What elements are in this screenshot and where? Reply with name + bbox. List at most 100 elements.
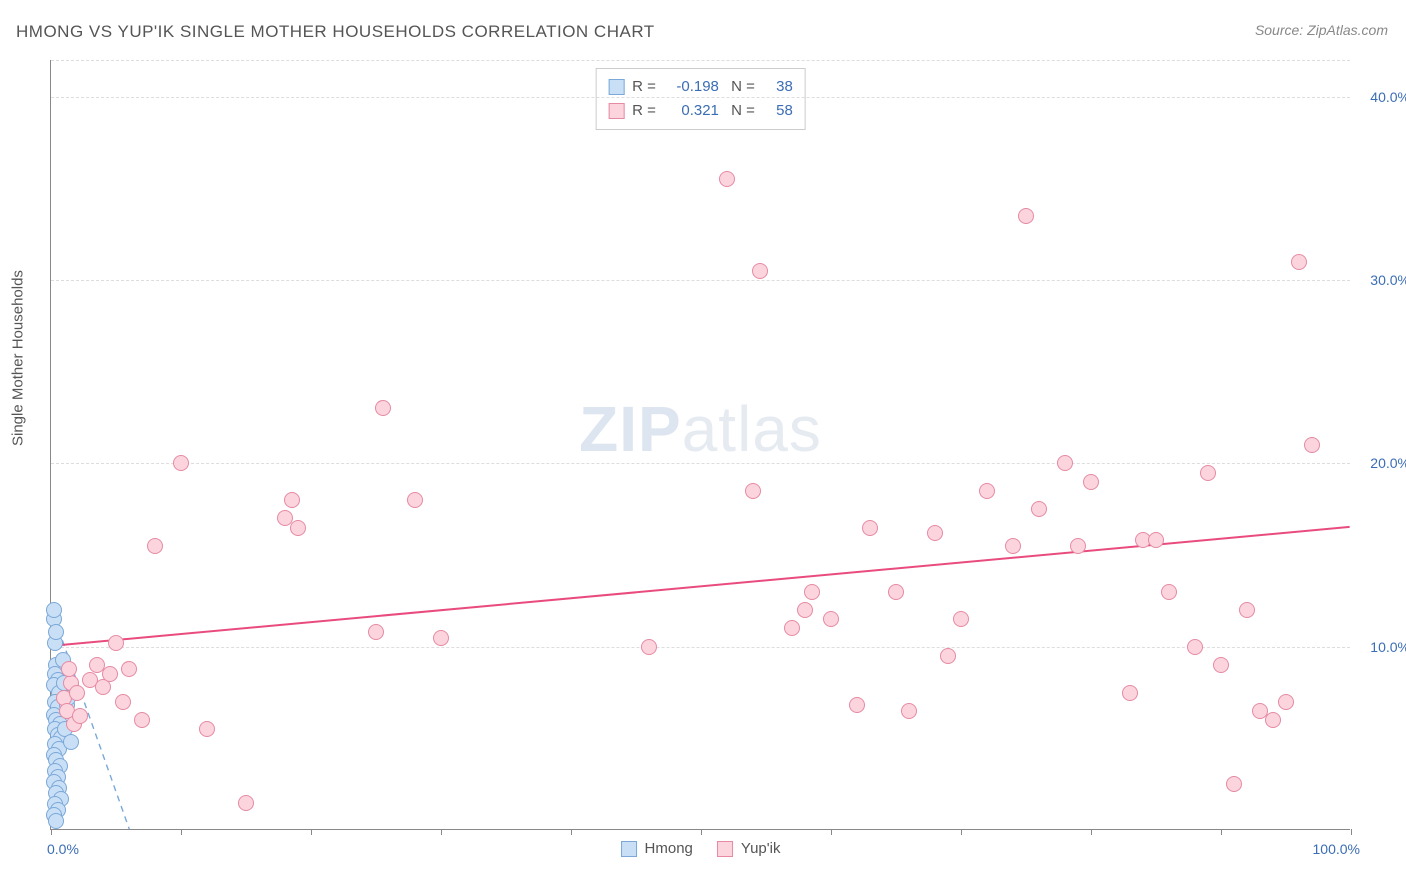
scatter-point-yup'ik: [121, 661, 137, 677]
scatter-point-hmong: [48, 624, 64, 640]
scatter-point-yup'ik: [290, 520, 306, 536]
scatter-point-yup'ik: [979, 483, 995, 499]
scatter-point-yup'ik: [823, 611, 839, 627]
x-tick: [311, 829, 312, 835]
watermark-a: ZIP: [579, 393, 682, 465]
scatter-point-yup'ik: [1070, 538, 1086, 554]
scatter-point-yup'ik: [797, 602, 813, 618]
scatter-point-yup'ik: [368, 624, 384, 640]
scatter-point-yup'ik: [745, 483, 761, 499]
scatter-point-yup'ik: [1122, 685, 1138, 701]
scatter-point-yup'ik: [1200, 465, 1216, 481]
stats-legend-box: R = -0.198 N = 38 R = 0.321 N = 58: [595, 68, 806, 130]
x-axis-max-label: 100.0%: [1313, 841, 1360, 857]
scatter-point-yup'ik: [1265, 712, 1281, 728]
scatter-point-yup'ik: [940, 648, 956, 664]
scatter-point-yup'ik: [1161, 584, 1177, 600]
stats-row-yupik: R = 0.321 N = 58: [608, 99, 793, 123]
x-tick: [831, 829, 832, 835]
scatter-point-yup'ik: [375, 400, 391, 416]
scatter-point-yup'ik: [147, 538, 163, 554]
scatter-point-yup'ik: [1291, 254, 1307, 270]
plot-area: ZIPatlas R = -0.198 N = 38 R = 0.321 N =…: [50, 60, 1350, 830]
x-tick: [571, 829, 572, 835]
scatter-point-yup'ik: [752, 263, 768, 279]
scatter-point-yup'ik: [849, 697, 865, 713]
y-tick-label: 30.0%: [1370, 272, 1406, 288]
y-tick-label: 10.0%: [1370, 639, 1406, 655]
legend-label-yupik: Yup'ik: [741, 840, 781, 857]
scatter-point-yup'ik: [134, 712, 150, 728]
scatter-point-yup'ik: [284, 492, 300, 508]
n-value-hmong: 38: [763, 75, 793, 99]
y-axis-title: Single Mother Households: [10, 270, 27, 446]
scatter-point-yup'ik: [1226, 776, 1242, 792]
x-axis-min-label: 0.0%: [47, 841, 79, 857]
scatter-point-yup'ik: [1239, 602, 1255, 618]
scatter-point-yup'ik: [433, 630, 449, 646]
chart-title: HMONG VS YUP'IK SINGLE MOTHER HOUSEHOLDS…: [16, 22, 655, 42]
scatter-point-yup'ik: [1213, 657, 1229, 673]
scatter-point-hmong: [48, 813, 64, 829]
scatter-point-yup'ik: [784, 620, 800, 636]
scatter-point-yup'ik: [108, 635, 124, 651]
scatter-point-yup'ik: [1018, 208, 1034, 224]
scatter-point-yup'ik: [641, 639, 657, 655]
scatter-point-yup'ik: [407, 492, 423, 508]
scatter-point-yup'ik: [1148, 532, 1164, 548]
r-label: R =: [632, 75, 656, 99]
legend-item-yupik: Yup'ik: [717, 840, 781, 857]
gridline-h: [51, 463, 1350, 464]
scatter-point-yup'ik: [102, 666, 118, 682]
x-tick: [1351, 829, 1352, 835]
n-value-yupik: 58: [763, 99, 793, 123]
n-label: N =: [727, 75, 755, 99]
r-value-hmong: -0.198: [664, 75, 719, 99]
gridline-h: [51, 60, 1350, 61]
y-tick-label: 40.0%: [1370, 89, 1406, 105]
n-label: N =: [727, 99, 755, 123]
scatter-point-yup'ik: [1187, 639, 1203, 655]
x-tick: [181, 829, 182, 835]
scatter-point-yup'ik: [1304, 437, 1320, 453]
scatter-point-yup'ik: [72, 708, 88, 724]
trend-lines-layer: [51, 60, 1350, 829]
x-tick: [1221, 829, 1222, 835]
scatter-point-hmong: [63, 734, 79, 750]
scatter-point-yup'ik: [1005, 538, 1021, 554]
scatter-point-yup'ik: [1057, 455, 1073, 471]
gridline-h: [51, 97, 1350, 98]
bottom-legend: Hmong Yup'ik: [621, 840, 781, 857]
swatch-hmong: [608, 79, 624, 95]
scatter-point-yup'ik: [888, 584, 904, 600]
x-tick: [961, 829, 962, 835]
scatter-point-yup'ik: [199, 721, 215, 737]
watermark: ZIPatlas: [579, 392, 822, 466]
r-label: R =: [632, 99, 656, 123]
x-tick: [51, 829, 52, 835]
gridline-h: [51, 647, 1350, 648]
scatter-point-yup'ik: [69, 685, 85, 701]
scatter-point-yup'ik: [719, 171, 735, 187]
scatter-point-yup'ik: [1278, 694, 1294, 710]
scatter-point-yup'ik: [804, 584, 820, 600]
scatter-point-yup'ik: [173, 455, 189, 471]
r-value-yupik: 0.321: [664, 99, 719, 123]
legend-swatch-yupik: [717, 841, 733, 857]
gridline-h: [51, 280, 1350, 281]
legend-swatch-hmong: [621, 841, 637, 857]
x-tick: [1091, 829, 1092, 835]
scatter-point-yup'ik: [927, 525, 943, 541]
y-tick-label: 20.0%: [1370, 455, 1406, 471]
watermark-b: atlas: [682, 393, 822, 465]
scatter-point-yup'ik: [953, 611, 969, 627]
scatter-point-yup'ik: [862, 520, 878, 536]
swatch-yupik: [608, 103, 624, 119]
scatter-point-yup'ik: [61, 661, 77, 677]
legend-label-hmong: Hmong: [645, 840, 693, 857]
source-attribution: Source: ZipAtlas.com: [1255, 22, 1388, 38]
legend-item-hmong: Hmong: [621, 840, 693, 857]
scatter-point-yup'ik: [901, 703, 917, 719]
stats-row-hmong: R = -0.198 N = 38: [608, 75, 793, 99]
scatter-point-yup'ik: [115, 694, 131, 710]
